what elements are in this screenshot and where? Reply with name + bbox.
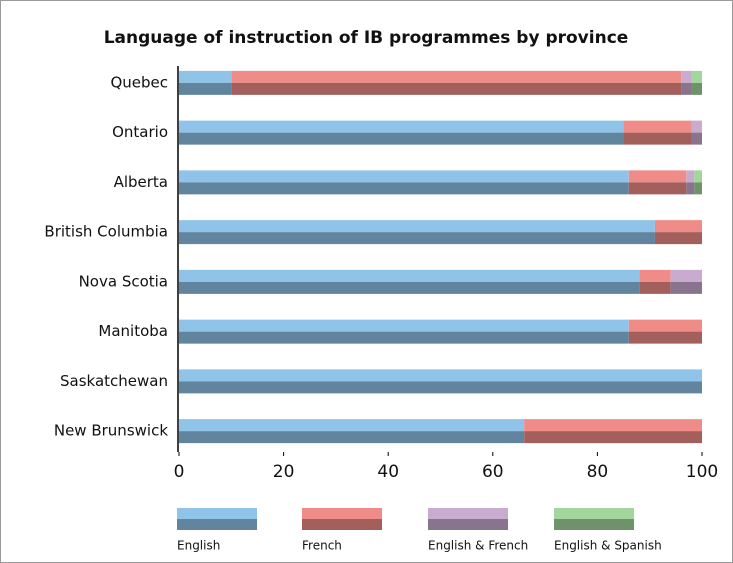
chart-title: Language of instruction of IB programmes…: [104, 28, 629, 48]
x-tick-label: 0: [174, 462, 185, 482]
bar-segment: [691, 120, 702, 145]
bar-bottom: [179, 232, 655, 245]
bar-bottom: [691, 132, 702, 145]
bar-bottom: [694, 182, 702, 195]
category-label: British Columbia: [44, 223, 168, 241]
category-label: Saskatchewan: [60, 372, 168, 390]
legend-bottom: [177, 519, 257, 530]
legend-swatch: [302, 508, 382, 530]
legend-bottom: [554, 519, 634, 530]
bar-bottom: [686, 182, 695, 195]
x-tick-label: 80: [587, 462, 609, 482]
bar-bottom: [179, 182, 629, 195]
bar-bottom: [670, 281, 702, 294]
bar-top: [179, 419, 525, 432]
legend-label: English: [177, 539, 220, 553]
bar-bottom: [231, 82, 682, 95]
bar-segment: [628, 319, 702, 344]
bar-top: [179, 269, 640, 282]
bar-bottom: [179, 281, 640, 294]
bar-top: [639, 269, 671, 282]
bar-bottom: [179, 82, 232, 95]
legend-swatch: [428, 508, 508, 530]
bar-top: [694, 170, 702, 183]
bar-top: [670, 269, 702, 282]
bar-segment: [179, 70, 232, 95]
x-tick-label: 60: [482, 462, 504, 482]
legend-top: [428, 508, 508, 519]
bar-top: [179, 170, 629, 183]
bar-top: [681, 70, 692, 83]
bar-top: [686, 170, 695, 183]
legend-top: [302, 508, 382, 519]
category-label: Nova Scotia: [79, 272, 168, 290]
legend-swatch: [554, 508, 634, 530]
bar-bottom: [179, 381, 702, 394]
bar-top: [654, 220, 702, 233]
x-tick-label: 40: [377, 462, 399, 482]
bar-bottom: [628, 331, 702, 344]
bar-segment: [231, 70, 682, 95]
bar-segment: [179, 319, 629, 344]
bar-bottom: [623, 132, 692, 145]
legend-bottom: [428, 519, 508, 530]
bar-bottom: [654, 232, 702, 245]
bar-bottom: [681, 82, 692, 95]
bar-top: [628, 170, 687, 183]
legend-top: [177, 508, 257, 519]
bar-top: [179, 120, 624, 133]
bar-segment: [179, 369, 702, 394]
bar-top: [179, 220, 655, 233]
category-label: New Brunswick: [54, 422, 168, 440]
bar-top: [628, 319, 702, 332]
legend-top: [554, 508, 634, 519]
category-label: Alberta: [114, 173, 168, 191]
bar-segment: [670, 269, 702, 294]
category-label: Ontario: [112, 123, 168, 141]
bar-bottom: [179, 431, 525, 444]
x-tick-label: 100: [686, 462, 718, 482]
bar-segment: [639, 269, 671, 294]
legend-label: French: [302, 539, 342, 553]
bar-bottom: [524, 431, 702, 444]
bar-bottom: [179, 331, 629, 344]
bar-top: [691, 70, 702, 83]
legend-label: English & French: [428, 539, 528, 553]
bar-segment: [694, 170, 702, 195]
bar-segment: [179, 220, 655, 245]
bar-bottom: [639, 281, 671, 294]
bar-top: [179, 319, 629, 332]
bar-segment: [681, 70, 692, 95]
category-label: Manitoba: [98, 322, 168, 340]
bar-bottom: [628, 182, 687, 195]
bar-top: [231, 70, 682, 83]
bar-segment: [179, 120, 624, 145]
bar-bottom: [179, 132, 624, 145]
bar-segment: [524, 419, 702, 444]
bar-segment: [654, 220, 702, 245]
bar-top: [179, 70, 232, 83]
category-label: Quebec: [110, 73, 168, 91]
legend-swatch: [177, 508, 257, 530]
bar-top: [623, 120, 692, 133]
bar-segment: [691, 70, 702, 95]
bar-segment: [623, 120, 692, 145]
bar-segment: [686, 170, 695, 195]
bar-segment: [179, 170, 629, 195]
bar-bottom: [691, 82, 702, 95]
legend-bottom: [302, 519, 382, 530]
bar-segment: [628, 170, 687, 195]
bar-segment: [179, 269, 640, 294]
x-tick-label: 20: [273, 462, 295, 482]
bar-top: [691, 120, 702, 133]
bar-top: [179, 369, 702, 382]
bar-segment: [179, 419, 525, 444]
bar-top: [524, 419, 702, 432]
legend-label: English & Spanish: [554, 539, 662, 553]
